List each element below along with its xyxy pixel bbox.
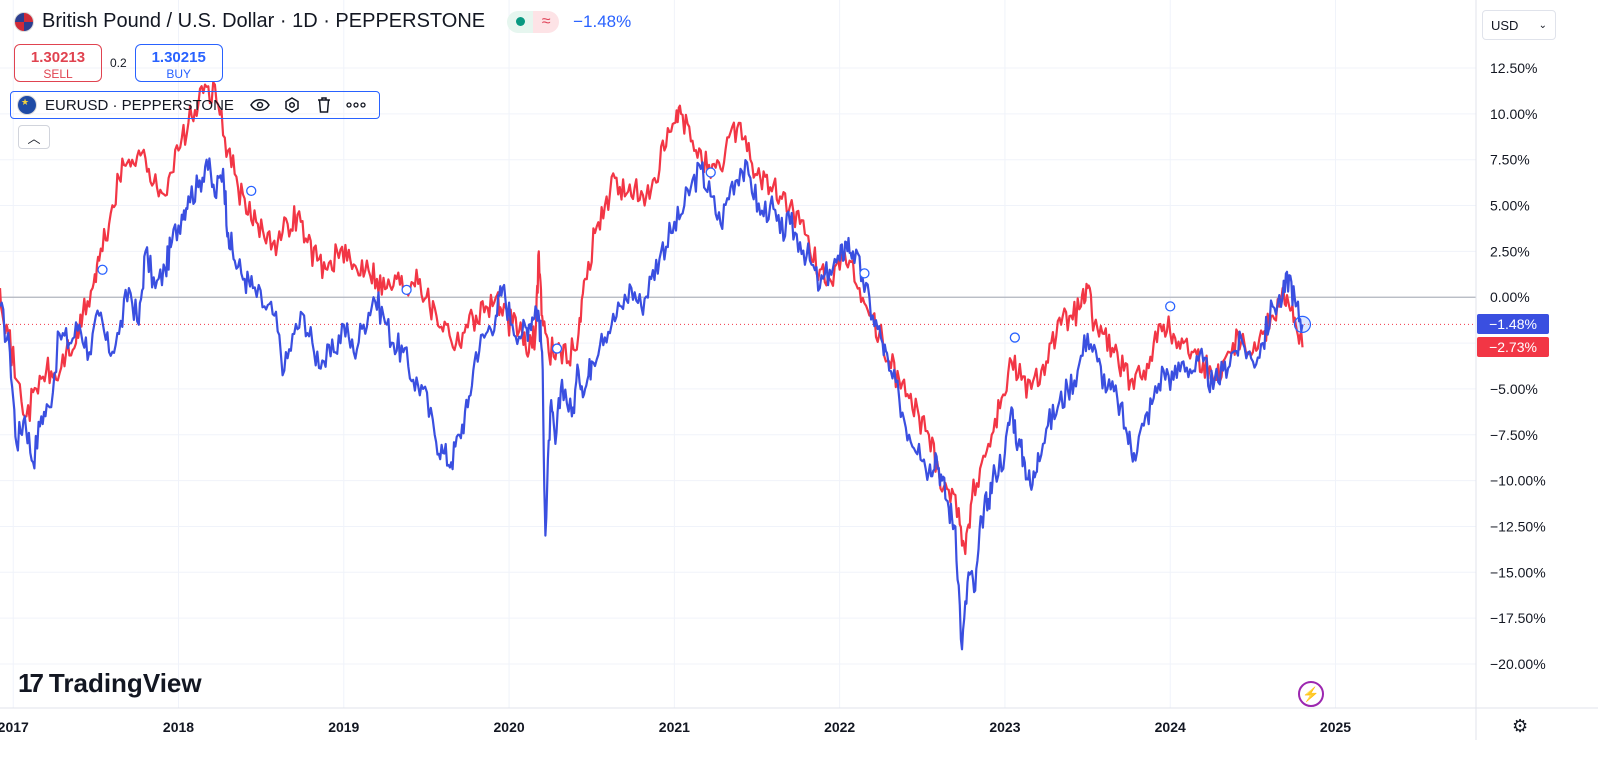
chevron-down-icon: ⌄ — [1538, 19, 1547, 31]
trash-icon[interactable] — [312, 95, 336, 115]
x-tick-label: 2021 — [659, 719, 690, 735]
x-tick-label: 2018 — [163, 719, 194, 735]
y-tick-label: −12.50% — [1490, 518, 1546, 534]
event-marker — [859, 268, 870, 279]
trade-panel: 1.30213 SELL 0.2 1.30215 BUY — [14, 44, 223, 82]
more-icon[interactable] — [344, 95, 368, 115]
sell-price: 1.30213 — [30, 49, 86, 66]
y-tick-label: −17.50% — [1490, 610, 1546, 626]
buy-label: BUY — [166, 67, 192, 81]
y-tick-label: 5.00% — [1490, 198, 1530, 214]
y-tick-label: 2.50% — [1490, 243, 1530, 259]
y-tick-label: −10.00% — [1490, 473, 1546, 489]
buy-price: 1.30215 — [151, 49, 206, 66]
gb-us-flag-icon — [14, 11, 34, 32]
gear-icon[interactable]: ⚙ — [1512, 716, 1529, 736]
buy-button[interactable]: 1.30215 BUY — [134, 44, 223, 82]
market-open-dot-icon — [507, 10, 534, 33]
event-marker — [246, 185, 257, 197]
collapse-legend-button[interactable]: ︿ — [18, 125, 50, 149]
compare-last-value-badge: −2.73% — [1477, 337, 1549, 358]
eu-flag-icon — [17, 95, 37, 115]
lightning-icon[interactable]: ⚡ — [1298, 681, 1324, 707]
last-point-highlight — [1293, 315, 1312, 333]
x-tick-label: 2023 — [989, 719, 1020, 735]
event-marker — [1009, 332, 1021, 343]
y-tick-label: −15.00% — [1490, 564, 1546, 580]
currency-select[interactable]: USD ⌄ — [1482, 10, 1556, 40]
event-marker — [551, 343, 563, 354]
compare-symbol-legend[interactable]: EURUSD · PEPPERSTONE — [10, 91, 380, 119]
x-tick-label: 2020 — [494, 719, 525, 735]
market-status[interactable]: ≈ — [507, 10, 560, 33]
x-tick-label: 2022 — [824, 719, 855, 735]
y-tick-label: −20.00% — [1490, 656, 1546, 672]
tradingview-logo: 17 TradingView — [18, 668, 202, 699]
tradingview-mark-icon: 17 — [18, 668, 44, 698]
y-tick-label: 12.50% — [1490, 60, 1537, 76]
settings-icon[interactable] — [280, 95, 304, 115]
x-tick-label: 2024 — [1155, 719, 1186, 735]
main-last-value-badge: −1.48% — [1477, 314, 1549, 335]
sell-label: SELL — [43, 67, 73, 81]
y-tick-label: −5.00% — [1490, 381, 1538, 397]
y-tick-label: 7.50% — [1490, 152, 1530, 168]
price-change: −1.48% — [573, 11, 632, 31]
compare-series-line — [0, 81, 1304, 556]
x-tick-label: 2017 — [0, 719, 29, 735]
approx-icon: ≈ — [533, 10, 560, 33]
symbol-title[interactable]: British Pound / U.S. Dollar · 1D · PEPPE… — [42, 10, 486, 32]
sell-button[interactable]: 1.30213 SELL — [14, 44, 102, 82]
event-marker — [97, 264, 108, 275]
eye-icon[interactable] — [248, 95, 272, 115]
event-marker — [705, 167, 716, 178]
y-tick-label: −7.50% — [1490, 427, 1538, 443]
main-series-line — [0, 157, 1304, 651]
compare-symbol-name: EURUSD · PEPPERSTONE — [45, 96, 234, 114]
y-tick-label: 0.00% — [1490, 289, 1530, 305]
spread-value: 0.2 — [110, 56, 127, 70]
event-marker — [401, 284, 412, 296]
currency-label: USD — [1491, 17, 1519, 33]
x-tick-label: 2025 — [1320, 719, 1351, 735]
brand-name: TradingView — [48, 668, 202, 698]
y-tick-label: 10.00% — [1490, 106, 1537, 122]
event-marker — [1165, 301, 1176, 312]
symbol-header: British Pound / U.S. Dollar · 1D · PEPPE… — [14, 10, 631, 33]
chevron-up-icon: ︿ — [27, 130, 41, 146]
x-tick-label: 2019 — [328, 719, 359, 735]
